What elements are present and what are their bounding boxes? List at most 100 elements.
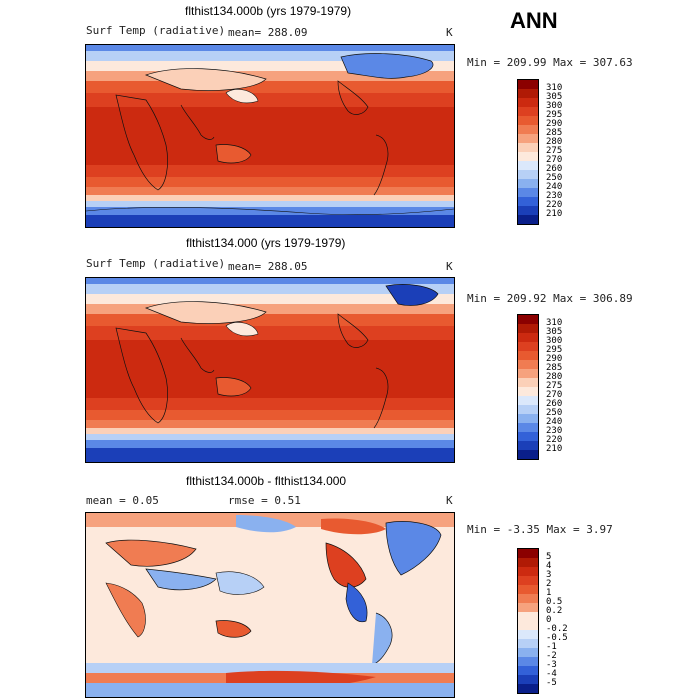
panel3-mean: mean = 0.05 xyxy=(86,494,159,507)
colorbar-segment xyxy=(518,396,538,405)
colorbar-tick-label: 210 xyxy=(546,444,563,454)
colorbar-segment xyxy=(518,612,538,621)
colorbar-segment xyxy=(518,576,538,585)
colorbar-tick-label: -3 xyxy=(546,660,557,670)
panel3-units: K xyxy=(446,494,453,507)
colorbar-tick-label: 290 xyxy=(546,119,563,129)
colorbar-tick-label: 285 xyxy=(546,128,563,138)
panel1-mean: mean= 288.09 xyxy=(228,26,308,39)
colorbar-tick-label: -0.5 xyxy=(546,633,568,643)
colorbar-segment xyxy=(518,170,538,179)
colorbar-tick-label: 295 xyxy=(546,110,563,120)
colorbar-segment xyxy=(518,89,538,98)
panel3-minmax: Min = -3.35 Max = 3.97 xyxy=(467,523,613,536)
colorbar-tick-label: -0.2 xyxy=(546,624,568,634)
colorbar-tick-label: -4 xyxy=(546,669,557,679)
colorbar-tick-label: 220 xyxy=(546,435,563,445)
colorbar-tick-label: 0.2 xyxy=(546,606,563,616)
panel2-colorbar xyxy=(517,314,539,460)
colorbar-tick-label: 1 xyxy=(546,588,552,598)
colorbar-segment xyxy=(518,98,538,107)
panel3-rmse: rmse = 0.51 xyxy=(228,494,301,507)
colorbar-segment xyxy=(518,360,538,369)
colorbar-tick-label: 260 xyxy=(546,164,563,174)
colorbar-tick-label: 280 xyxy=(546,137,563,147)
colorbar-tick-label: 210 xyxy=(546,209,563,219)
colorbar-tick-label: 4 xyxy=(546,561,552,571)
panel1-colorbar xyxy=(517,79,539,225)
colorbar-tick-label: 220 xyxy=(546,200,563,210)
colorbar-tick-label: 250 xyxy=(546,408,563,418)
colorbar-tick-label: 3 xyxy=(546,570,552,580)
colorbar-segment xyxy=(518,351,538,360)
panel2-map xyxy=(85,277,455,463)
colorbar-tick-label: 305 xyxy=(546,92,563,102)
colorbar-tick-label: 0.5 xyxy=(546,597,563,607)
colorbar-segment xyxy=(518,152,538,161)
colorbar-tick-label: -5 xyxy=(546,678,557,688)
colorbar-segment xyxy=(518,549,538,558)
colorbar-tick-label: 295 xyxy=(546,345,563,355)
colorbar-segment xyxy=(518,342,538,351)
season-label: ANN xyxy=(510,8,558,33)
colorbar-tick-label: 285 xyxy=(546,363,563,373)
colorbar-segment xyxy=(518,666,538,675)
colorbar-segment xyxy=(518,621,538,630)
colorbar-segment xyxy=(518,197,538,206)
colorbar-segment xyxy=(518,116,538,125)
colorbar-tick-label: 290 xyxy=(546,354,563,364)
panel2-mean: mean= 288.05 xyxy=(228,260,308,273)
colorbar-segment xyxy=(518,107,538,116)
colorbar-tick-label: 310 xyxy=(546,83,563,93)
colorbar-segment xyxy=(518,450,538,459)
colorbar-tick-label: 305 xyxy=(546,327,563,337)
panel1-minmax: Min = 209.99 Max = 307.63 xyxy=(467,56,633,69)
colorbar-tick-label: 250 xyxy=(546,173,563,183)
colorbar-segment xyxy=(518,558,538,567)
colorbar-tick-label: 260 xyxy=(546,399,563,409)
colorbar-tick-label: 300 xyxy=(546,336,563,346)
colorbar-tick-label: 270 xyxy=(546,390,563,400)
colorbar-segment xyxy=(518,603,538,612)
panel3-colorbar xyxy=(517,548,539,694)
colorbar-tick-label: 230 xyxy=(546,191,563,201)
panel2-minmax: Min = 209.92 Max = 306.89 xyxy=(467,292,633,305)
panel3-map xyxy=(85,512,455,698)
colorbar-segment xyxy=(518,432,538,441)
colorbar-segment xyxy=(518,188,538,197)
colorbar-segment xyxy=(518,684,538,693)
colorbar-tick-label: 230 xyxy=(546,426,563,436)
colorbar-tick-label: 310 xyxy=(546,318,563,328)
colorbar-segment xyxy=(518,594,538,603)
colorbar-tick-label: 275 xyxy=(546,381,563,391)
panel2-units: K xyxy=(446,260,453,273)
panel1-title: flthist134.000b (yrs 1979-1979) xyxy=(185,4,352,18)
colorbar-segment xyxy=(518,80,538,89)
colorbar-tick-label: 240 xyxy=(546,182,563,192)
colorbar-tick-label: 275 xyxy=(546,146,563,156)
panel3-title: flthist134.000b - flthist134.000 xyxy=(186,474,347,488)
colorbar-segment xyxy=(518,630,538,639)
colorbar-segment xyxy=(518,675,538,684)
colorbar-tick-label: -1 xyxy=(546,642,557,652)
colorbar-tick-label: 280 xyxy=(546,372,563,382)
colorbar-segment xyxy=(518,441,538,450)
colorbar-segment xyxy=(518,648,538,657)
colorbar-segment xyxy=(518,125,538,134)
colorbar-tick-label: -2 xyxy=(546,651,557,661)
colorbar-segment xyxy=(518,405,538,414)
colorbar-tick-label: 240 xyxy=(546,417,563,427)
colorbar-segment xyxy=(518,134,538,143)
colorbar-segment xyxy=(518,423,538,432)
colorbar-tick-label: 5 xyxy=(546,552,552,562)
colorbar-tick-label: 0 xyxy=(546,615,552,625)
colorbar-segment xyxy=(518,143,538,152)
colorbar-segment xyxy=(518,206,538,215)
colorbar-tick-label: 300 xyxy=(546,101,563,111)
panel1-units: K xyxy=(446,26,453,39)
panel2-title: flthist134.000 (yrs 1979-1979) xyxy=(186,236,346,250)
colorbar-segment xyxy=(518,333,538,342)
colorbar-segment xyxy=(518,161,538,170)
colorbar-segment xyxy=(518,639,538,648)
colorbar-tick-label: 270 xyxy=(546,155,563,165)
